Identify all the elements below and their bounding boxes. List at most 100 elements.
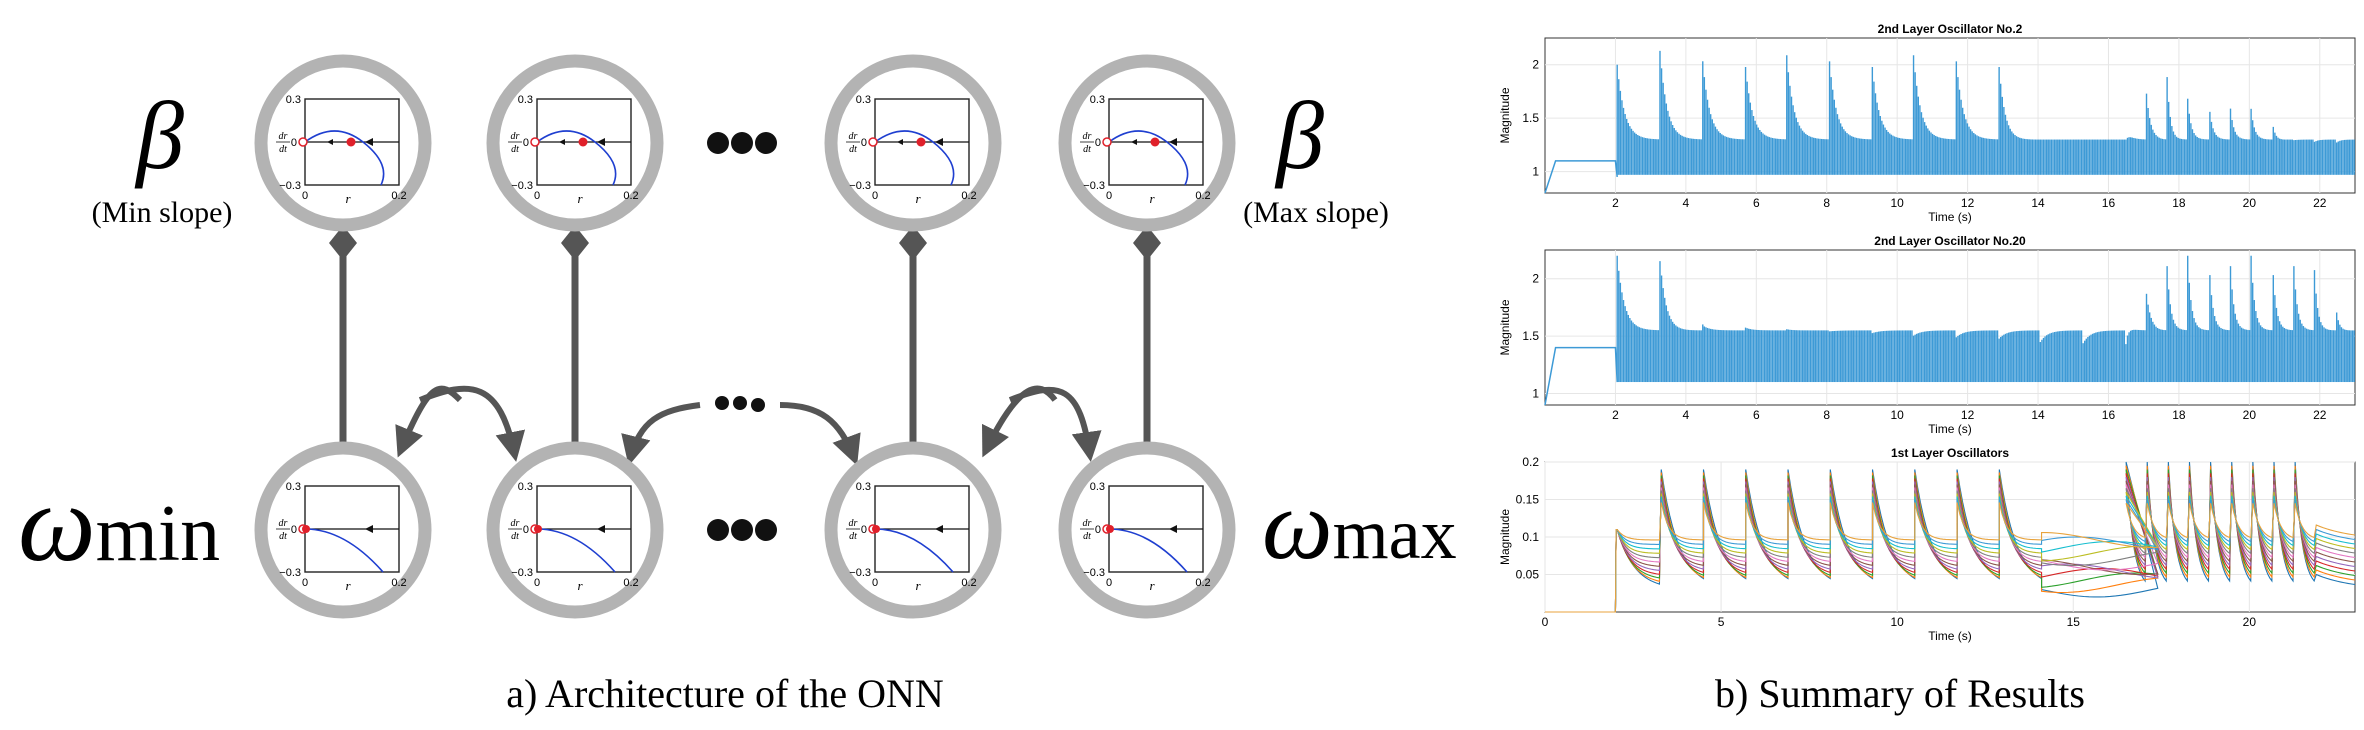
chart-title: 2nd Layer Oscillator No.2 (1878, 22, 2023, 36)
y-label-numerator: dr (511, 518, 520, 529)
phase-curve (874, 130, 955, 186)
unstable-point-icon (868, 137, 878, 147)
lateral-arrow (779, 402, 861, 466)
lateral-arrow (1008, 386, 1102, 462)
oscillator-trace (1545, 499, 2356, 613)
x-tick-label: 2 (1612, 196, 1619, 210)
x-left-tick: 0 (1106, 190, 1112, 202)
y-zero-tick: 0 (291, 137, 297, 149)
omega-max-label: ωmax (1262, 469, 1457, 580)
y-tick-label: 1.5 (1522, 329, 1539, 343)
x-right-tick: 0.2 (961, 577, 976, 589)
flow-arrow-icon (935, 525, 943, 533)
y-zero-tick: 0 (1095, 524, 1101, 536)
x-axis-label: r (577, 578, 583, 593)
beta-max-label: (Max slope) (1243, 196, 1389, 229)
y-tick-label: 0.1 (1522, 530, 1539, 544)
y-zero-tick: 0 (291, 524, 297, 536)
x-tick-label: 8 (1823, 196, 1830, 210)
y-top-tick: 0.3 (518, 481, 533, 493)
x-tick-label: 5 (1718, 615, 1725, 629)
x-axis-label: r (915, 191, 921, 206)
x-axis-label: r (1149, 578, 1155, 593)
stable-point-icon (916, 137, 926, 147)
x-tick-label: 20 (2243, 408, 2257, 422)
y-label-numerator: dr (849, 131, 858, 142)
initial-segment (1544, 346, 1618, 406)
stable-point-icon (872, 525, 880, 533)
y-tick-label: 0.05 (1516, 568, 1540, 582)
y-label-numerator: dr (1083, 518, 1092, 529)
phase-curve (1108, 528, 1188, 573)
y-top-tick: 0.3 (1090, 481, 1105, 493)
x-left-tick: 0 (534, 577, 540, 589)
unstable-point-icon (530, 137, 540, 147)
y-bottom-tick: −0.3 (511, 180, 533, 192)
y-bottom-tick: −0.3 (849, 180, 871, 192)
beta-min-symbol: β (134, 82, 184, 189)
x-left-tick: 0 (534, 190, 540, 202)
y-tick-label: 1.5 (1522, 111, 1539, 125)
ellipsis-middle (715, 396, 765, 412)
x-right-tick: 0.2 (1195, 577, 1210, 589)
x-tick-label: 12 (1961, 196, 1975, 210)
y-label-denominator: dt (1083, 144, 1091, 155)
phase-curve (874, 528, 954, 573)
y-bottom-tick: −0.3 (511, 567, 533, 579)
x-right-tick: 0.2 (961, 190, 976, 202)
phase-curve (536, 130, 617, 186)
y-tick-label: 1 (1532, 387, 1539, 401)
results-chart-3: 0 5 10 15 20 0.05 0.1 0.15 0.2 1st Layer Oscillat… (1498, 446, 2356, 643)
flow-arrow-icon (559, 139, 565, 145)
x-right-tick: 0.2 (391, 190, 406, 202)
x-tick-label: 0 (1542, 615, 1549, 629)
stable-point-icon (1150, 137, 1160, 147)
y-zero-tick: 0 (861, 524, 867, 536)
x-tick-label: 4 (1683, 408, 1690, 422)
x-axis-label: r (915, 578, 921, 593)
x-tick-label: 6 (1753, 408, 1760, 422)
stable-point-icon (346, 137, 356, 147)
y-top-tick: 0.3 (286, 481, 301, 493)
x-tick-label: 16 (2102, 196, 2116, 210)
phase-curve (1108, 130, 1189, 186)
x-axis-label: r (1149, 191, 1155, 206)
y-zero-tick: 0 (523, 137, 529, 149)
y-top-tick: 0.3 (286, 94, 301, 106)
x-tick-label: 14 (2031, 196, 2045, 210)
x-right-tick: 0.2 (623, 577, 638, 589)
x-axis-label: Time (s) (1928, 629, 1972, 643)
x-tick-label: 2 (1612, 408, 1619, 422)
x-axis-label: r (577, 191, 583, 206)
flow-arrow-icon (1169, 138, 1177, 146)
stable-point-icon (1106, 525, 1114, 533)
y-label-denominator: dt (279, 531, 287, 542)
oscillator-trace (1545, 502, 2356, 613)
y-label-denominator: dt (849, 531, 857, 542)
y-zero-tick: 0 (1095, 137, 1101, 149)
ellipsis-bottom (707, 519, 777, 541)
y-label-numerator: dr (849, 518, 858, 529)
signal-trace (1545, 461, 2356, 613)
x-right-tick: 0.2 (623, 190, 638, 202)
x-tick-label: 20 (2243, 196, 2257, 210)
y-tick-label: 0.15 (1516, 493, 1540, 507)
y-axis-label: Magnitude (1498, 509, 1512, 565)
y-axis-label: Magnitude (1498, 87, 1512, 143)
x-left-tick: 0 (302, 190, 308, 202)
omega-min-label: ωmin (18, 462, 220, 584)
y-label-numerator: dr (511, 131, 520, 142)
y-zero-tick: 0 (861, 137, 867, 149)
y-top-tick: 0.3 (1090, 94, 1105, 106)
y-axis-label: Magnitude (1498, 299, 1512, 355)
x-left-tick: 0 (872, 190, 878, 202)
x-tick-label: 22 (2313, 408, 2327, 422)
y-bottom-tick: −0.3 (849, 567, 871, 579)
